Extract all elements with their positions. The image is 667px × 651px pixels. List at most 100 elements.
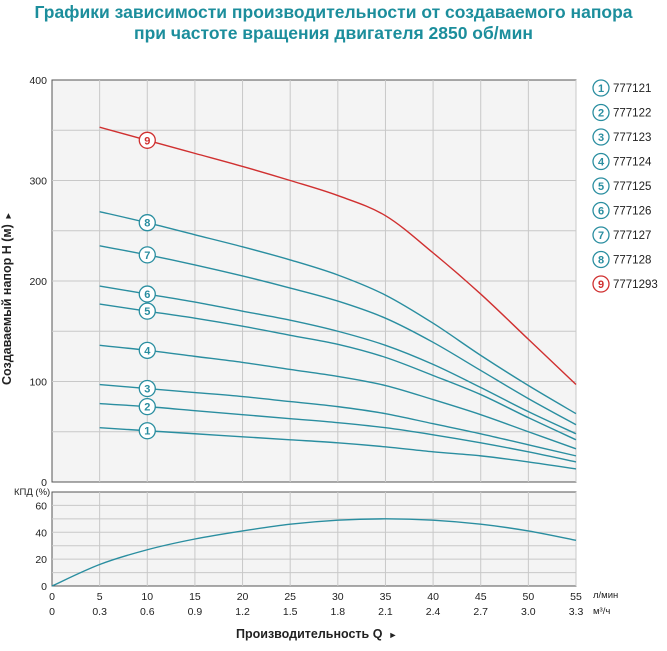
curve-badge-2 (138, 397, 156, 416)
legend-badge-label: 5 (598, 181, 604, 193)
efficiency-plot-area (51, 491, 577, 587)
legend-item-6: 6 777126 (592, 201, 651, 220)
curve-badge-label: 5 (144, 306, 150, 318)
x-tick-lpm: 30 (332, 591, 344, 603)
y-axis-label-text: Создаваемый напор H (м) (0, 224, 14, 385)
curve-badge-label: 4 (144, 345, 151, 357)
x-tick-m3h: 2.1 (378, 606, 393, 618)
legend-badge-label: 4 (598, 157, 605, 169)
legend-item-7: 7 777127 (592, 226, 651, 244)
head-curve-777122 (99, 402, 577, 463)
legend-badge (592, 152, 610, 171)
unit-lpm: л/мин (593, 590, 618, 601)
y-tick-head: 0 (41, 477, 47, 489)
head-curve-777125 (99, 303, 577, 441)
legend-label: 777121 (613, 83, 651, 95)
legend-label: 7771293 (613, 279, 658, 291)
legend-item-1: 1 777121 (592, 79, 651, 97)
legend-item-8: 8 777128 (592, 250, 651, 269)
x-tick-lpm: 10 (141, 591, 153, 603)
legend-badge (592, 103, 610, 122)
curve-badge-label: 7 (144, 250, 150, 262)
legend-badge (592, 79, 610, 97)
x-tick-m3h: 1.8 (331, 606, 346, 618)
x-tick-lpm: 35 (380, 591, 392, 603)
curve-badge-label: 2 (144, 402, 150, 414)
x-tick-lpm: 15 (189, 591, 201, 603)
curve-badge-8 (138, 214, 156, 232)
legend-item-5: 5 777125 (592, 177, 651, 195)
y-tick-head: 200 (29, 276, 47, 288)
legend-item-4: 4 777124 (592, 152, 652, 171)
legend-item-9: 9 7771293 (592, 275, 658, 293)
x-tick-m3h: 1.2 (235, 606, 250, 618)
x-tick-lpm: 0 (49, 591, 55, 603)
curve-badge-6 (138, 285, 156, 303)
legend-label: 777126 (613, 206, 651, 218)
x-tick-lpm: 45 (475, 591, 487, 603)
legend-badge (592, 128, 610, 146)
x-tick-m3h: 1.5 (283, 606, 298, 618)
x-tick-lpm: 5 (97, 591, 103, 603)
head-curve-777124 (99, 344, 577, 450)
x-axis-label: Производительность Q ► (236, 627, 397, 641)
y-axis-label: Создаваемый напор H (м) ► (0, 211, 14, 385)
curve-badge-4 (138, 341, 156, 359)
y-tick-eff: 20 (35, 554, 47, 566)
head-curve-777128 (99, 210, 577, 415)
y-axis-arrow: ► (3, 211, 13, 220)
x-tick-lpm: 40 (427, 591, 439, 603)
legend-badge-label: 2 (598, 108, 604, 120)
curve-badges: 1 2 3 4 5 6 7 8 9 (138, 131, 156, 440)
curve-badge-7 (138, 246, 156, 264)
head-curve-777126 (99, 285, 577, 435)
legend-label: 777125 (613, 181, 651, 193)
legend-label: 777124 (613, 157, 652, 169)
efficiency-line (51, 518, 577, 587)
legend-badge-label: 7 (598, 230, 604, 242)
curve-badge-label: 9 (144, 135, 150, 147)
y-tick-head: 300 (29, 176, 47, 188)
legend-badge-label: 9 (598, 279, 604, 291)
title-line-2: при частоте вращения двигателя 2850 об/м… (134, 23, 533, 43)
efficiency-curve (51, 518, 577, 587)
x-tick-m3h: 0 (49, 606, 55, 618)
curve-badge-label: 1 (144, 426, 150, 438)
head-curve-777123 (99, 383, 577, 457)
y-tick-head: 400 (29, 75, 47, 87)
x-tick-m3h: 3.3 (569, 606, 584, 618)
x-axis-arrow: ► (388, 630, 397, 640)
legend-badge (592, 250, 610, 269)
x-tick-m3h: 0.9 (188, 606, 203, 618)
legend-badge-label: 3 (598, 132, 604, 144)
legend-item-3: 3 777123 (592, 128, 651, 146)
legend-badge-label: 1 (598, 83, 604, 95)
legend-label: 777123 (613, 132, 651, 144)
x-tick-lpm: 55 (570, 591, 582, 603)
x-tick-m3h: 0.6 (140, 606, 155, 618)
efficiency-axis-label: КПД (%) (14, 487, 50, 498)
x-tick-m3h: 2.4 (426, 606, 441, 618)
curve-badge-label: 3 (144, 384, 150, 396)
x-tick-m3h: 0.3 (92, 606, 107, 618)
y-tick-eff: 40 (35, 527, 47, 539)
unit-m3h: м³/ч (593, 606, 610, 617)
legend-label: 777122 (613, 108, 651, 120)
head-curves (99, 126, 577, 470)
x-tick-lpm: 50 (523, 591, 535, 603)
legend-badge (592, 177, 610, 195)
axis-ticks: 0050.3100.6150.9201.2251.5301.8352.1402.… (29, 75, 583, 618)
curve-badge-1 (138, 422, 156, 440)
legend: 1 777121 2 777122 3 777123 4 777124 5 777125 6 7771… (592, 79, 658, 293)
x-tick-m3h: 2.7 (473, 606, 488, 618)
legend-badge (592, 275, 610, 293)
title-line-1: Графики зависимости производительности о… (34, 2, 633, 22)
head-curve-777127 (99, 245, 577, 426)
x-tick-lpm: 25 (284, 591, 296, 603)
legend-label: 777127 (613, 230, 651, 242)
y-tick-eff: 60 (35, 500, 47, 512)
legend-item-2: 2 777122 (592, 103, 651, 122)
y-tick-head: 100 (29, 377, 47, 389)
x-axis-label-text: Производительность Q (236, 627, 383, 641)
